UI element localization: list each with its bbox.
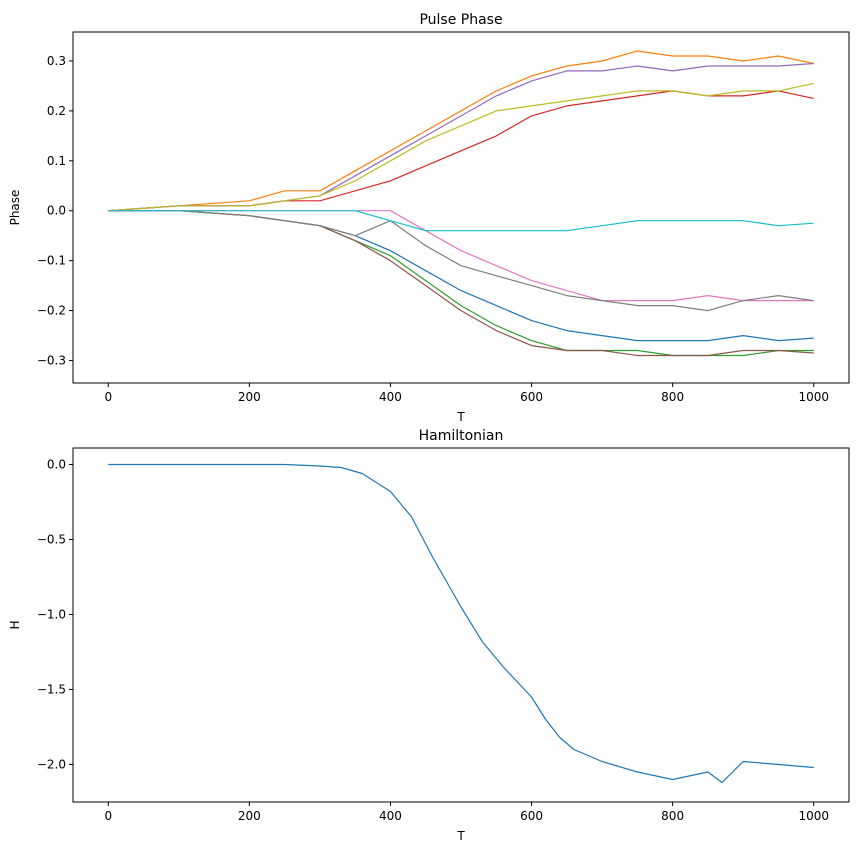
pulse-phase-x-tick-label: 200 <box>238 390 261 404</box>
hamiltonian-y-tick-label: −2.0 <box>37 758 66 772</box>
hamiltonian-series <box>108 463 814 784</box>
pulse-phase-y-axis-label: Phase <box>8 190 22 226</box>
hamiltonian-title: Hamiltonian <box>419 428 504 444</box>
pulse-phase-y-tick-label: 0.1 <box>47 154 66 168</box>
hamiltonian-y-tick-label: −0.5 <box>37 533 66 547</box>
hamiltonian-x-tick-label: 200 <box>238 809 261 823</box>
pulse-phase-title: Pulse Phase <box>419 12 502 28</box>
pulse-phase-series-line-8 <box>108 210 814 312</box>
pulse-phase-y-tick-label: 0.2 <box>47 104 66 118</box>
hamiltonian-y-tick-label: −1.5 <box>37 683 66 697</box>
pulse-phase-x-tick-label: 400 <box>379 390 402 404</box>
pulse-phase-axes-frame <box>72 31 850 384</box>
hamiltonian-x-axis-label: T <box>456 829 465 843</box>
hamiltonian-ticks: 0 200 400 600 800 1000 −2.0 −1.5 −1.0 −0.5 0.0 <box>37 458 829 824</box>
pulse-phase-panel: 0 200 400 600 800 1000 −0.3 −0.2 −0.1 0.0 0.1 0.2 0.… <box>8 12 850 424</box>
hamiltonian-series-line-1 <box>108 463 814 784</box>
pulse-phase-series-line-9 <box>108 82 814 212</box>
hamiltonian-x-tick-label: 0 <box>104 809 112 823</box>
hamiltonian-x-tick-label: 1000 <box>798 809 829 823</box>
hamiltonian-axes-frame <box>72 447 850 803</box>
pulse-phase-y-tick-label: −0.2 <box>37 304 66 318</box>
pulse-phase-series-line-10 <box>108 210 814 232</box>
pulse-phase-y-tick-label: 0.3 <box>47 54 66 68</box>
pulse-phase-ticks: 0 200 400 600 800 1000 −0.3 −0.2 −0.1 0.0 0.1 0.2 0.… <box>37 54 829 404</box>
pulse-phase-y-tick-label: 0.0 <box>47 204 66 218</box>
hamiltonian-y-tick-label: −1.0 <box>37 608 66 622</box>
hamiltonian-x-tick-label: 600 <box>520 809 543 823</box>
pulse-phase-x-axis-label: T <box>456 410 465 424</box>
hamiltonian-panel: 0 200 400 600 800 1000 −2.0 −1.5 −1.0 −0.5 0.0 Ham… <box>8 428 850 843</box>
hamiltonian-y-tick-label: 0.0 <box>47 458 66 472</box>
pulse-phase-x-tick-label: 1000 <box>798 390 829 404</box>
pulse-phase-y-tick-label: −0.1 <box>37 254 66 268</box>
hamiltonian-y-axis-label: H <box>8 620 22 629</box>
hamiltonian-x-tick-label: 400 <box>379 809 402 823</box>
pulse-phase-x-tick-label: 600 <box>520 390 543 404</box>
pulse-phase-x-tick-label: 800 <box>661 390 684 404</box>
pulse-phase-x-tick-label: 0 <box>104 390 112 404</box>
pulse-phase-series-line-2 <box>108 50 814 212</box>
hamiltonian-x-tick-label: 800 <box>661 809 684 823</box>
pulse-phase-y-tick-label: −0.3 <box>37 354 66 368</box>
pulse-phase-series <box>108 50 814 357</box>
